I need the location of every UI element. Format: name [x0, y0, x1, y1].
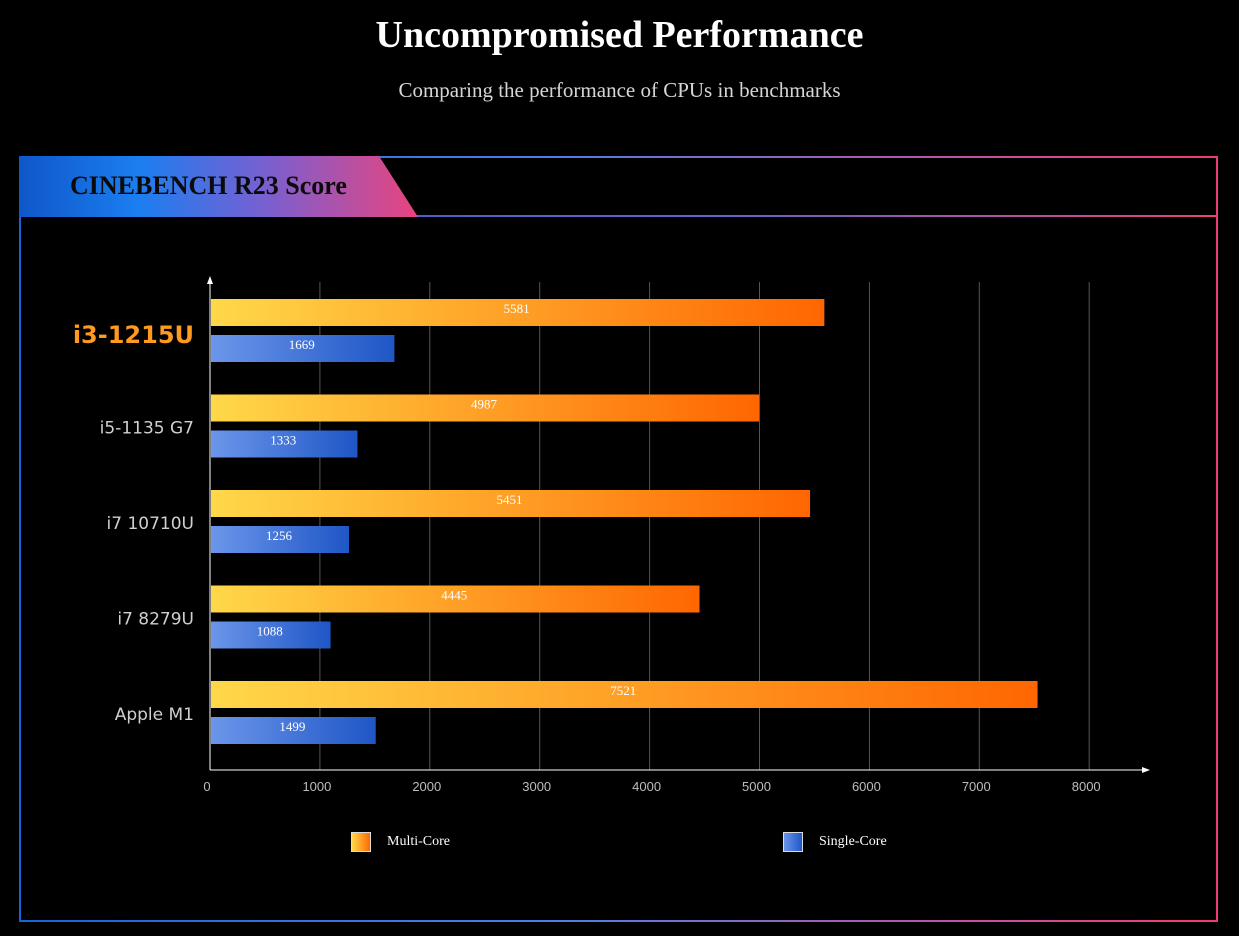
- x-tick-label: 8000: [1072, 779, 1101, 794]
- bar-value-label: 4987: [471, 397, 498, 412]
- bar-single-core: [211, 717, 376, 744]
- x-tick-label: 7000: [962, 779, 991, 794]
- bar-multi-core: [211, 490, 811, 517]
- bar-value-label: 1333: [270, 433, 296, 448]
- category-label: i3-1215U: [73, 321, 194, 349]
- bar-value-label: 5581: [504, 301, 530, 316]
- bar-value-label: 1088: [257, 624, 283, 639]
- legend-swatch-single-core: [783, 832, 803, 852]
- bar-multi-core: [211, 299, 825, 326]
- header-divider: [19, 215, 1218, 217]
- category-label: i5-1135 G7: [100, 419, 194, 439]
- bar-single-core: [211, 526, 350, 553]
- bar-value-label: 1669: [289, 337, 315, 352]
- bar-value-label: 1256: [266, 528, 293, 543]
- bar-single-core: [211, 621, 331, 649]
- bar-multi-core: [211, 585, 700, 613]
- section-title: CINEBENCH R23 Score: [70, 171, 347, 200]
- bar-single-core: [211, 335, 395, 362]
- bar-value-label: 5451: [497, 492, 523, 507]
- legend-label: Multi-Core: [387, 834, 450, 849]
- category-label: i7 10710U: [107, 514, 194, 534]
- x-axis-arrow: [1142, 767, 1150, 773]
- legend-swatch-multi-core: [351, 832, 371, 852]
- x-tick-label: 6000: [852, 779, 881, 794]
- bar-value-label: 1499: [279, 719, 305, 734]
- bar-multi-core: [211, 681, 1038, 708]
- x-tick-label: 5000: [742, 779, 771, 794]
- category-label: Apple M1: [115, 705, 194, 725]
- page-title: Uncompromised Performance: [375, 14, 864, 56]
- bar-multi-core: [211, 394, 760, 422]
- page-subtitle: Comparing the performance of CPUs in ben…: [398, 78, 841, 102]
- x-tick-label: 1000: [302, 779, 331, 794]
- category-label: i7 8279U: [117, 610, 194, 630]
- y-axis-arrow: [207, 276, 213, 284]
- x-tick-label: 2000: [412, 779, 441, 794]
- bar-value-label: 4445: [441, 588, 467, 603]
- legend-label: Single-Core: [819, 834, 887, 849]
- section-tab: [19, 156, 418, 217]
- bar-value-label: 7521: [610, 683, 636, 698]
- x-tick-label: 3000: [522, 779, 551, 794]
- legend-item-multi-core: Multi-Core: [351, 832, 450, 852]
- legend-item-single-core: Single-Core: [783, 832, 887, 852]
- bar-single-core: [211, 430, 358, 458]
- x-tick-label: 0: [203, 779, 210, 794]
- x-tick-label: 4000: [632, 779, 661, 794]
